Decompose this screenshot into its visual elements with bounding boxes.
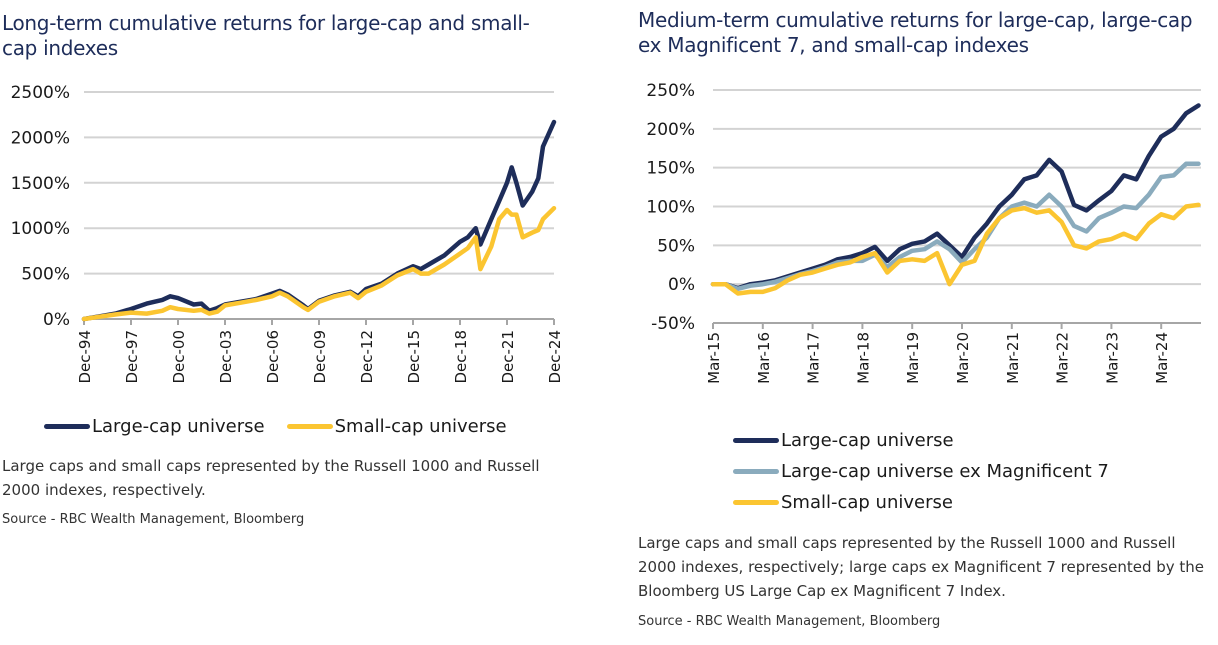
y-tick-label: -50%	[651, 314, 695, 334]
left-chart-legend: Large-cap universe Small-cap universe	[44, 411, 507, 442]
left-chart: 0% 500% 1000% 1500% 2000% 2500% Dec-94 Dec-97 De…	[11, 83, 564, 384]
x-tick-label: Dec-00	[170, 330, 188, 384]
legend-swatch-large-cap-ex-mag7	[733, 469, 779, 474]
x-tick-label: Dec-06	[264, 330, 282, 384]
right-chart-title: Medium-term cumulative returns for large…	[638, 8, 1193, 57]
x-tick-label: Dec-97	[123, 330, 141, 384]
x-tick-label: Dec-12	[358, 330, 376, 384]
legend-swatch-small-cap	[733, 500, 779, 505]
x-tick-label: Dec-15	[405, 330, 423, 384]
series-line-small-cap	[81, 205, 557, 322]
y-tick-label: 2500%	[11, 83, 70, 103]
series-line-large-cap	[710, 103, 1201, 291]
y-tick-label: 1500%	[11, 174, 70, 194]
y-tick-label: 250%	[646, 81, 695, 101]
x-tick-label: Dec-94	[76, 330, 94, 384]
y-tick-label: 100%	[646, 198, 695, 218]
x-tick-label: Mar-18	[854, 332, 872, 384]
legend-label: Small-cap universe	[334, 416, 507, 437]
left-chart-source: Source - RBC Wealth Management, Bloomber…	[2, 512, 305, 527]
legend-swatch-small-cap	[286, 424, 333, 429]
y-tick-label: 0%	[668, 275, 695, 295]
x-tick-label: Mar-21	[1004, 332, 1022, 384]
x-tick-label: Mar-24	[1153, 332, 1171, 384]
right-chart-note: Large caps and small caps represented by…	[638, 534, 1205, 600]
x-tick-label: Mar-23	[1103, 332, 1121, 384]
y-tick-label: 1000%	[11, 219, 70, 239]
y-tick-label: 2000%	[11, 128, 70, 148]
y-tick-label: 150%	[646, 159, 695, 179]
legend-label: Large-cap universe ex Magnificent 7	[781, 461, 1109, 482]
right-chart-legend: Large-cap universe Large-cap universe ex…	[733, 425, 1109, 518]
series-line-large-cap	[81, 119, 557, 322]
x-tick-label: Dec-09	[311, 330, 329, 384]
legend-item-large-cap: Large-cap universe	[733, 425, 1109, 456]
legend-label: Small-cap universe	[781, 492, 953, 513]
y-tick-label: 500%	[21, 265, 70, 285]
x-tick-label: Mar-15	[705, 332, 723, 384]
x-tick-label: Mar-17	[805, 332, 823, 384]
legend-label: Large-cap universe	[92, 416, 265, 437]
x-tick-label: Mar-20	[954, 332, 972, 384]
legend-item-small-cap: Small-cap universe	[733, 487, 1109, 518]
legend-swatch-large-cap	[44, 424, 90, 429]
x-tick-label: Mar-16	[755, 332, 773, 384]
y-tick-label: 0%	[43, 310, 70, 330]
legend-swatch-large-cap	[733, 438, 779, 443]
right-chart: -50% 0% 50% 100% 150% 200% 250% Mar-15 Mar-16 Mar…	[646, 81, 1201, 384]
x-tick-label: Dec-24	[546, 330, 564, 384]
legend-item-large-cap: Large-cap universe	[44, 411, 265, 442]
y-tick-label: 200%	[646, 120, 695, 140]
left-chart-note: Large caps and small caps represented by…	[2, 457, 540, 499]
x-tick-label: Dec-03	[217, 330, 235, 384]
x-tick-label: Dec-21	[499, 330, 517, 384]
x-tick-label: Mar-19	[904, 332, 922, 384]
legend-label: Large-cap universe	[781, 430, 954, 451]
y-tick-label: 50%	[657, 236, 695, 256]
x-tick-label: Mar-22	[1054, 332, 1072, 384]
x-tick-label: Dec-18	[452, 330, 470, 384]
legend-item-small-cap: Small-cap universe	[286, 411, 507, 442]
legend-item-large-cap-ex-mag7: Large-cap universe ex Magnificent 7	[733, 456, 1109, 487]
right-chart-source: Source - RBC Wealth Management, Bloomber…	[638, 614, 941, 629]
series-line-small-cap	[710, 202, 1201, 296]
series-line-large-cap-ex-mag7	[710, 161, 1201, 292]
left-chart-title: Long-term cumulative returns for large-c…	[2, 11, 530, 60]
